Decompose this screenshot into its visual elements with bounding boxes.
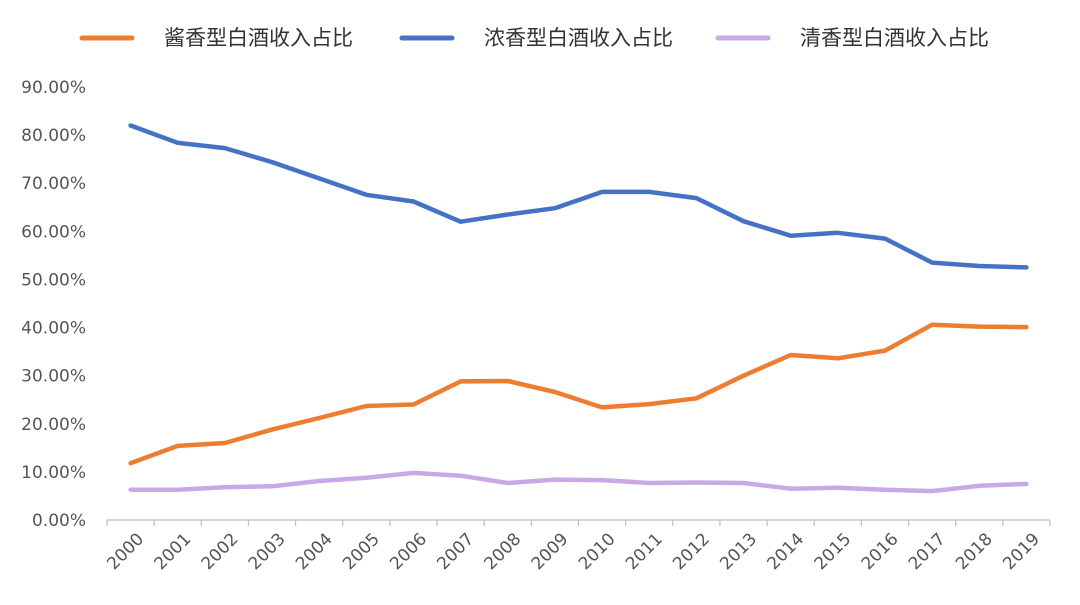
x-tick-label: 2008 xyxy=(481,529,526,574)
y-tick-label: 90.00% xyxy=(21,78,86,98)
x-tick-label: 2014 xyxy=(763,529,808,574)
series-line-3 xyxy=(128,470,1029,494)
x-tick-label: 2010 xyxy=(575,529,620,574)
x-tick-label: 2009 xyxy=(528,529,573,574)
x-tick-label: 2018 xyxy=(952,529,997,574)
x-tick-label: 2017 xyxy=(905,529,950,574)
y-axis: 0.00% 10.00% 20.00% 30.00% 40.00% 50.00% 60.00… xyxy=(21,78,86,531)
y-tick-label: 20.00% xyxy=(21,415,86,435)
y-tick-label: 10.00% xyxy=(21,463,86,483)
x-tick-label: 2003 xyxy=(245,529,290,574)
legend-label: 浓香型白酒收入占比 xyxy=(484,26,673,50)
x-tick-label: 2006 xyxy=(386,529,431,574)
y-tick-label: 60.00% xyxy=(21,222,86,242)
x-tick-label: 2012 xyxy=(669,529,714,574)
x-tick-label: 2019 xyxy=(999,529,1044,574)
x-tick-label: 2004 xyxy=(292,529,337,574)
x-axis: 2000 2001 2002 2003 2004 2005 2006 2007 2008 2009… xyxy=(103,519,1051,574)
y-tick-label: 80.00% xyxy=(21,126,86,146)
series-line-1 xyxy=(128,322,1029,466)
x-tick-label: 2001 xyxy=(151,529,196,574)
x-tick-label: 2005 xyxy=(339,529,384,574)
y-tick-label: 40.00% xyxy=(21,319,86,339)
x-tick-label: 2015 xyxy=(811,529,856,574)
legend: 酱香型白酒收入占比 浓香型白酒收入占比 清香型白酒收入占比 xyxy=(79,26,989,50)
x-tick-label: 2007 xyxy=(433,529,478,574)
y-tick-label: 0.00% xyxy=(32,511,86,531)
y-tick-label: 70.00% xyxy=(21,174,86,194)
x-tick-label: 2016 xyxy=(858,529,903,574)
x-tick-label: 2002 xyxy=(198,529,243,574)
series-line-2 xyxy=(128,123,1029,270)
legend-label: 清香型白酒收入占比 xyxy=(800,26,989,50)
x-tick-label: 2011 xyxy=(622,529,667,574)
legend-label: 酱香型白酒收入占比 xyxy=(164,26,353,50)
series-group xyxy=(128,123,1029,494)
x-tick-label: 2000 xyxy=(103,529,148,574)
y-tick-label: 30.00% xyxy=(21,367,86,387)
x-tick-label: 2013 xyxy=(716,529,761,574)
y-tick-label: 50.00% xyxy=(21,270,86,290)
